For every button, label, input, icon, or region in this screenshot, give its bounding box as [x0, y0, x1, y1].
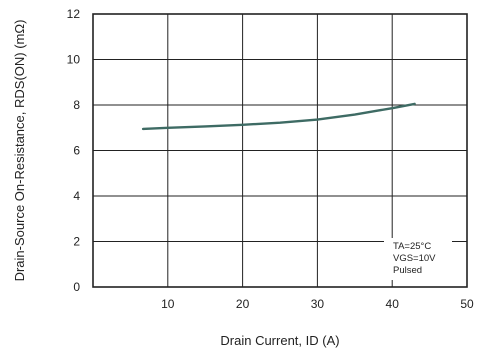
y-tick-label: 2 [73, 235, 80, 249]
x-tick-label: 10 [161, 297, 175, 311]
annotation-line-temperature: TA=25°C [393, 241, 431, 252]
y-tick-label: 4 [73, 189, 80, 203]
annotation-line-pulsed: Pulsed [393, 265, 422, 276]
y-tick-label: 0 [73, 280, 80, 294]
annotation-line-gate-voltage: VGS=10V [393, 253, 436, 264]
x-axis-ticks: 10 20 30 40 50 [161, 297, 474, 311]
y-tick-label: 6 [73, 144, 80, 158]
y-tick-label: 10 [67, 53, 81, 67]
y-axis-title: Drain-Source On-Resistance, RDS(ON) (mΩ) [12, 20, 27, 282]
plot-frame [92, 13, 468, 288]
y-tick-label: 8 [73, 98, 80, 112]
y-axis-ticks: 0 2 4 6 8 10 12 [67, 7, 81, 294]
x-axis-title: Drain Current, ID (A) [220, 333, 339, 348]
x-tick-label: 40 [386, 297, 400, 311]
annotation-box [384, 238, 452, 280]
y-tick-label: 12 [67, 7, 81, 21]
x-tick-label: 50 [460, 297, 474, 311]
x-tick-label: 30 [311, 297, 325, 311]
grid-lines [93, 14, 467, 287]
series-line [141, 102, 416, 131]
x-tick-label: 20 [236, 297, 250, 311]
